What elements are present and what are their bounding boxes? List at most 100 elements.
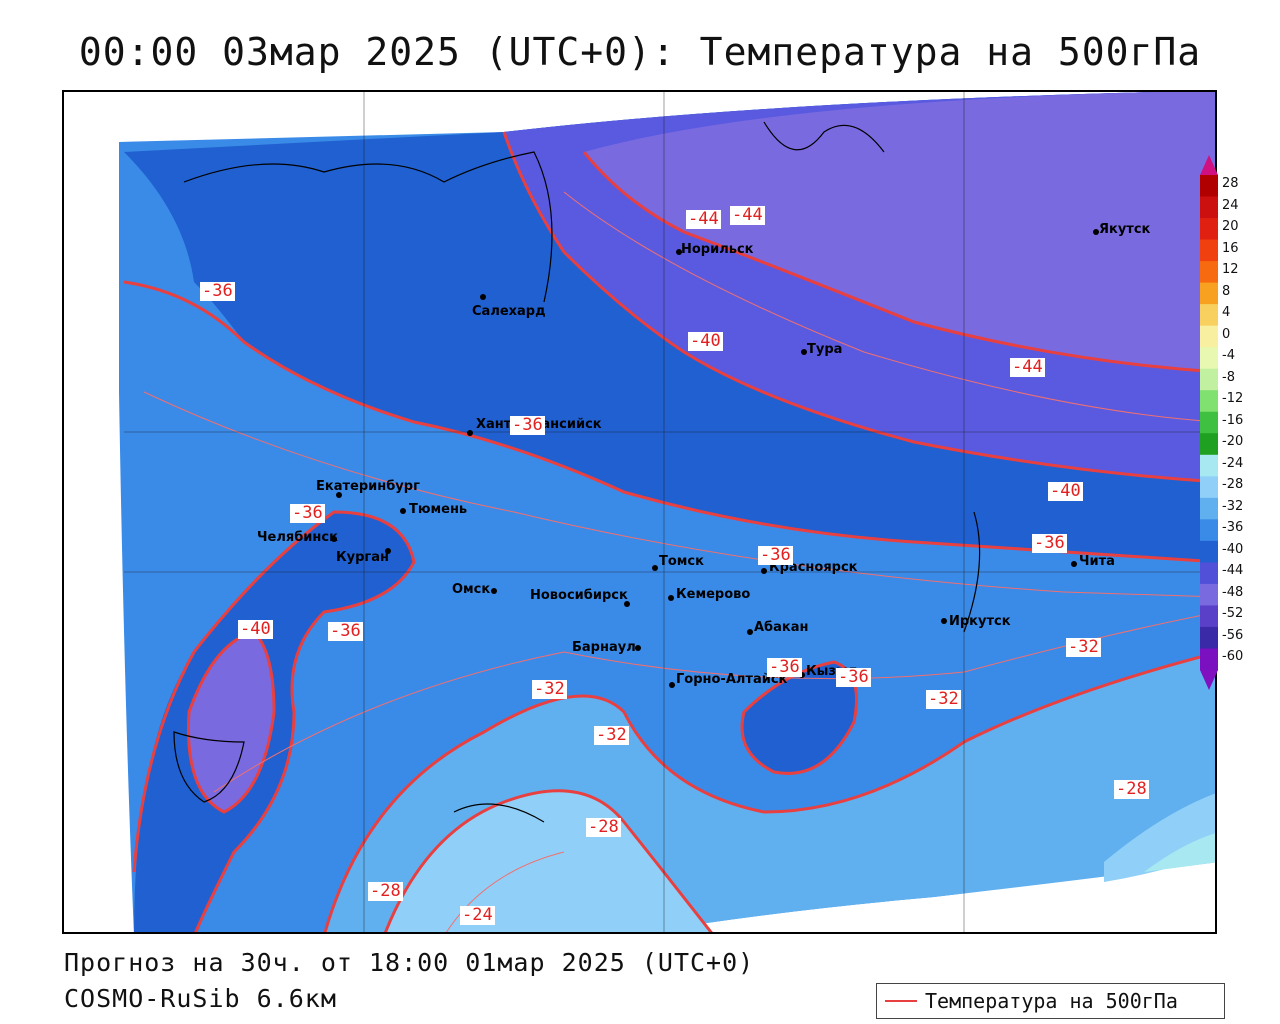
city-dot-irkutsk — [941, 618, 947, 624]
city-dot-yakutsk — [1093, 229, 1099, 235]
contour-label: -44 — [730, 205, 765, 225]
contour-label: -40 — [1048, 481, 1083, 501]
colorbar-swatch — [1200, 175, 1218, 198]
city-dot-barnaul — [635, 645, 641, 651]
colorbar-swatch — [1200, 476, 1218, 499]
contour-label: -32 — [532, 679, 567, 699]
colorbar — [1200, 155, 1218, 690]
colorbar-tick-label: -36 — [1222, 520, 1244, 536]
contour-label: -28 — [368, 881, 403, 901]
colorbar-swatch — [1200, 519, 1218, 542]
city-dot-ekaterinburg — [336, 492, 342, 498]
city-yakutsk: Якутск — [1099, 222, 1151, 237]
city-novosibirsk: Новосибирск — [530, 588, 628, 603]
contour-label: -36 — [200, 281, 235, 301]
colorbar-tick-label: -60 — [1222, 649, 1244, 665]
colorbar-tick-label: -32 — [1222, 498, 1244, 514]
contour-label: -36 — [1032, 533, 1067, 553]
map-title: 00:00 03мар 2025 (UTC+0): Температура на… — [78, 30, 1202, 74]
colorbar-tick-label: 28 — [1222, 176, 1239, 191]
colorbar-tick-label: -56 — [1222, 627, 1244, 643]
colorbar-swatch — [1200, 390, 1218, 413]
colorbar-tick-label: -8 — [1222, 369, 1235, 385]
city-tomsk: Томск — [659, 554, 704, 569]
band-minus20-east — [1144, 833, 1215, 872]
city-irkutsk: Иркутск — [949, 614, 1011, 629]
contour-label: -32 — [1066, 637, 1101, 657]
colorbar-swatch — [1200, 562, 1218, 585]
colorbar-swatch — [1200, 583, 1218, 606]
contour-label: -24 — [460, 905, 495, 925]
city-dot-salekhard — [480, 294, 486, 300]
city-salekhard: Салехард — [472, 304, 546, 319]
colorbar-swatch — [1200, 304, 1218, 327]
colorbar-swatch — [1200, 497, 1218, 520]
city-ekaterinburg: Екатеринбург — [316, 479, 420, 494]
city-gorno-altaysk: Горно-Алтайск — [676, 672, 788, 687]
colorbar-tick-label: 20 — [1222, 219, 1239, 235]
colorbar-top-arrow — [1200, 155, 1218, 175]
city-abakan: Абакан — [754, 620, 809, 635]
city-dot-tomsk — [652, 565, 658, 571]
colorbar-tick-label: -16 — [1222, 412, 1244, 428]
contour-label: -36 — [290, 503, 325, 523]
city-omsk: Омск — [452, 582, 491, 597]
contour-label: -40 — [238, 619, 273, 639]
colorbar-tick-label: -24 — [1222, 455, 1244, 471]
city-dot-gorno-altaysk — [669, 682, 675, 688]
legend-box: Температура на 500гПа — [876, 983, 1225, 1019]
colorbar-tick-label: 8 — [1222, 283, 1231, 299]
contour-label: -36 — [767, 657, 802, 677]
colorbar-tick-label: -12 — [1222, 391, 1244, 407]
colorbar-tick-label: 12 — [1222, 262, 1239, 278]
city-dot-kurgan — [385, 548, 391, 554]
colorbar-tick-label: 4 — [1222, 305, 1231, 321]
city-dot-abakan — [747, 629, 753, 635]
contour-label: -36 — [328, 621, 363, 641]
colorbar-swatch — [1200, 454, 1218, 477]
colorbar-swatch — [1200, 411, 1218, 434]
colorbar-swatch — [1200, 282, 1218, 305]
band-minus24 — [385, 790, 711, 932]
legend-line-swatch — [885, 1000, 917, 1002]
band-minus40-sw — [188, 632, 274, 812]
forecast-info: Прогноз на 30ч. от 18:00 01мар 2025 (UTC… — [64, 948, 755, 977]
colorbar-tick-label: -44 — [1222, 563, 1244, 579]
map-frame[interactable]: Норильск Якутск Салехард Тура Ханты-Манс… — [62, 90, 1217, 934]
colorbar-tick-label: 24 — [1222, 197, 1239, 213]
city-dot-chita — [1071, 561, 1077, 567]
contour-label: -32 — [926, 689, 961, 709]
colorbar-swatch — [1200, 648, 1218, 671]
colorbar-tick-label: -48 — [1222, 584, 1244, 600]
colorbar-tick-label: 0 — [1222, 326, 1231, 342]
colorbar-swatch — [1200, 540, 1218, 563]
colorbar-swatch — [1200, 325, 1218, 348]
city-dot-tyumen — [400, 508, 406, 514]
city-tyumen: Тюмень — [409, 502, 468, 517]
city-dot-tura — [801, 349, 807, 355]
city-dot-kemerovo — [668, 595, 674, 601]
colorbar-tick-label: 16 — [1222, 240, 1239, 256]
contour-label: -32 — [594, 725, 629, 745]
city-barnaul: Барнаул — [572, 640, 636, 655]
colorbar-tick-label: -20 — [1222, 434, 1244, 450]
contour-label: -44 — [1010, 357, 1045, 377]
colorbar-swatch — [1200, 626, 1218, 649]
colorbar-tick-label: -28 — [1222, 477, 1244, 493]
contour-label: -36 — [510, 415, 545, 435]
city-dot-kyzyl — [799, 672, 805, 678]
colorbar-swatch — [1200, 433, 1218, 456]
legend-label: Температура на 500гПа — [925, 989, 1178, 1013]
contour-label: -36 — [836, 667, 871, 687]
contour-label: -28 — [586, 817, 621, 837]
contour-label: -28 — [1114, 779, 1149, 799]
city-dot-khanty — [467, 430, 473, 436]
city-chelyabinsk: Челябинск — [257, 530, 338, 545]
contour-label: -40 — [688, 331, 723, 351]
city-dot-omsk — [491, 588, 497, 594]
colorbar-swatch — [1200, 605, 1218, 628]
colorbar-swatch — [1200, 347, 1218, 370]
colorbar-tick-label: -40 — [1222, 541, 1244, 557]
city-norilsk: Норильск — [681, 242, 754, 257]
contour-label: -36 — [758, 545, 793, 565]
